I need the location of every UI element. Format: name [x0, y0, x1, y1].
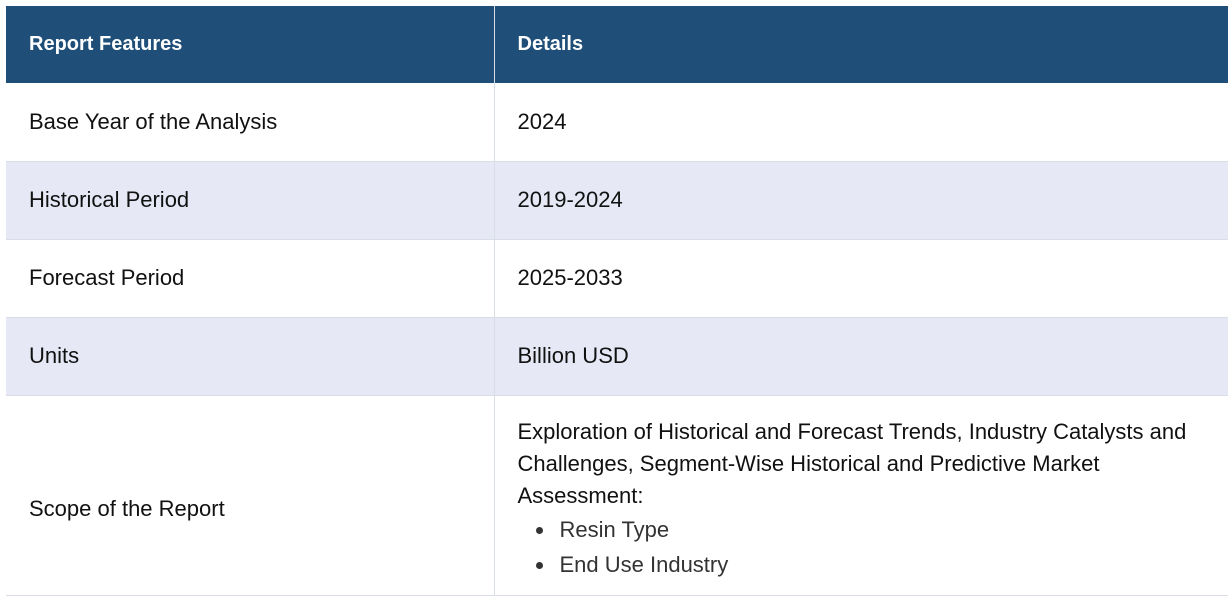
- feature-cell: Base Year of the Analysis: [6, 83, 495, 162]
- feature-cell: Units: [6, 317, 495, 396]
- report-features-table: Report Features Details Base Year of the…: [6, 6, 1228, 596]
- scope-list: Resin Type End Use Industry: [518, 512, 1211, 582]
- header-row: Report Features Details: [6, 6, 1228, 83]
- table-header: Report Features Details: [6, 6, 1228, 83]
- list-item: End Use Industry: [556, 547, 1211, 582]
- feature-cell: Historical Period: [6, 161, 495, 240]
- table-body: Base Year of the Analysis 2024 Historica…: [6, 83, 1228, 596]
- feature-cell: Scope of the Report: [6, 395, 495, 596]
- feature-cell: Forecast Period: [6, 239, 495, 318]
- table-row: Historical Period 2019-2024: [6, 161, 1228, 240]
- header-report-features: Report Features: [6, 6, 495, 83]
- details-cell: Billion USD: [494, 317, 1228, 396]
- details-cell: 2025-2033: [494, 239, 1228, 318]
- header-details: Details: [494, 6, 1228, 83]
- details-cell: 2024: [494, 83, 1228, 162]
- table-row: Units Billion USD: [6, 317, 1228, 396]
- table-row-scope: Scope of the Report Exploration of Histo…: [6, 395, 1228, 596]
- table-row: Base Year of the Analysis 2024: [6, 83, 1228, 162]
- scope-details-cell: Exploration of Historical and Forecast T…: [494, 395, 1228, 596]
- list-item: Resin Type: [556, 512, 1211, 547]
- scope-description: Exploration of Historical and Forecast T…: [517, 418, 1187, 508]
- details-cell: 2019-2024: [494, 161, 1228, 240]
- table-row: Forecast Period 2025-2033: [6, 239, 1228, 318]
